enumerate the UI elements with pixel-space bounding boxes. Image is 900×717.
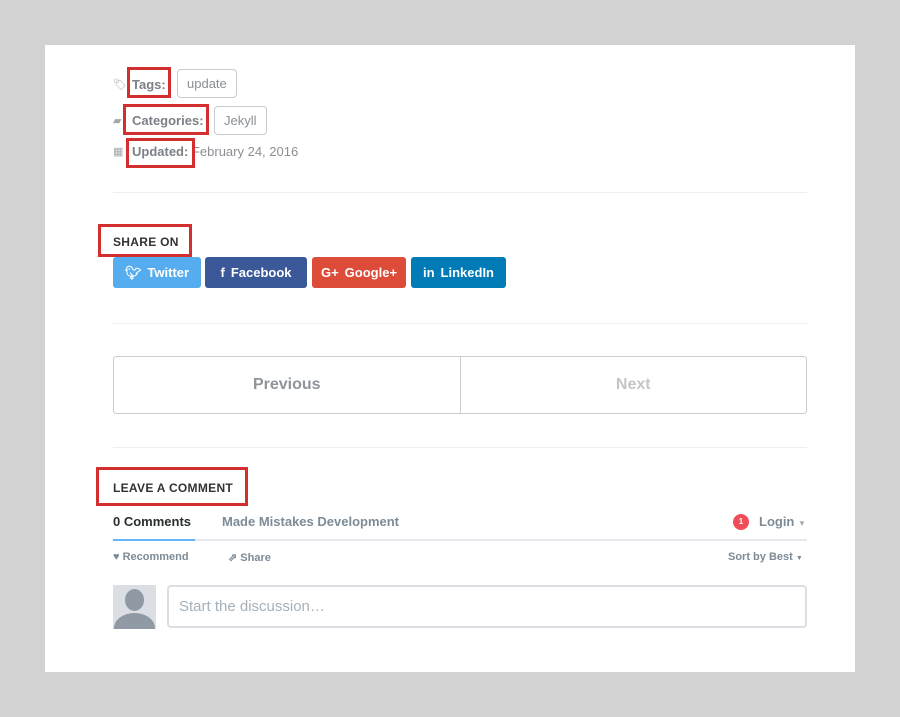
updated-date: February 24, 2016 bbox=[191, 144, 299, 159]
highlight-box bbox=[127, 67, 171, 98]
community-tab[interactable]: Made Mistakes Development bbox=[222, 514, 400, 529]
highlight-box bbox=[123, 104, 209, 135]
avatar bbox=[113, 585, 156, 629]
highlight-box bbox=[126, 138, 195, 168]
updated-label: Updated: bbox=[132, 144, 189, 159]
divider bbox=[113, 447, 807, 448]
share-heading: SHARE ON bbox=[113, 235, 179, 249]
tags-icon: 🏷 bbox=[113, 79, 127, 91]
share-icon: ⇗ bbox=[228, 552, 238, 564]
tab-underline bbox=[113, 539, 807, 541]
login-dropdown[interactable]: Login ▼ bbox=[759, 514, 806, 529]
facebook-button[interactable]: f Facebook bbox=[205, 257, 307, 288]
notification-badge[interactable]: 1 bbox=[733, 514, 749, 530]
comments-count-tab[interactable]: 0 Comments bbox=[113, 514, 192, 529]
previous-button[interactable]: Previous bbox=[114, 357, 461, 413]
comment-input[interactable]: Start the discussion… bbox=[167, 585, 807, 628]
highlight-box bbox=[96, 467, 248, 506]
twitter-icon: 🐦︎ bbox=[124, 264, 142, 280]
divider bbox=[113, 192, 807, 193]
linkedin-icon: in bbox=[422, 265, 435, 280]
calendar-icon: ▦ bbox=[113, 146, 124, 158]
folder-icon: ▰ bbox=[113, 115, 122, 127]
highlight-box bbox=[98, 224, 192, 257]
google-plus-button[interactable]: G+ Google+ bbox=[312, 257, 406, 288]
next-button[interactable]: Next bbox=[615, 376, 651, 393]
comment-heading: LEAVE A COMMENT bbox=[113, 481, 234, 495]
tag-update[interactable]: update bbox=[177, 69, 237, 98]
page-card bbox=[45, 45, 855, 672]
category-jekyll[interactable]: Jekyll bbox=[214, 106, 267, 135]
pagination: Previous Next bbox=[113, 356, 807, 414]
facebook-icon: f bbox=[220, 265, 225, 280]
recommend-button[interactable]: ♥ Recommend bbox=[113, 551, 189, 563]
categories-label: Categories: bbox=[132, 113, 204, 128]
sort-dropdown[interactable]: Sort by Best ▼ bbox=[728, 551, 803, 563]
tags-label: Tags: bbox=[132, 77, 166, 92]
linkedin-button[interactable]: in LinkedIn bbox=[411, 257, 506, 288]
active-tab-indicator bbox=[113, 539, 195, 541]
caret-icon: ▼ bbox=[798, 519, 806, 528]
google-plus-icon: G+ bbox=[320, 265, 339, 280]
heart-icon: ♥ bbox=[113, 551, 120, 563]
share-thread-button[interactable]: ⇗ Share bbox=[228, 552, 271, 564]
twitter-button[interactable]: 🐦︎ Twitter bbox=[113, 257, 201, 288]
caret-icon: ▼ bbox=[795, 555, 803, 562]
divider bbox=[113, 323, 807, 324]
